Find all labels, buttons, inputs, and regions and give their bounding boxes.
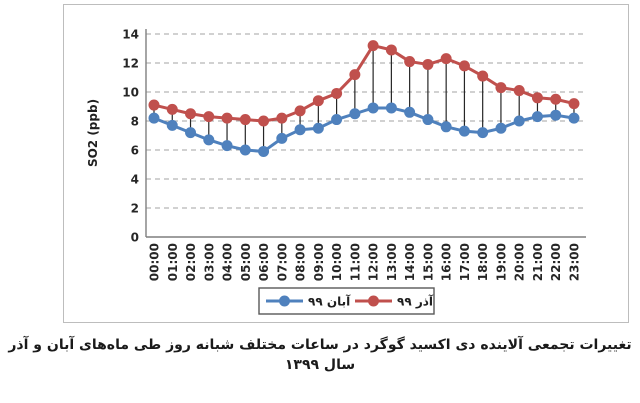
x-tick-label: 06:00 (257, 243, 271, 281)
data-point-marker (258, 115, 270, 127)
data-point-marker (568, 98, 580, 110)
data-point-marker (239, 114, 251, 126)
legend: آبان ۹۹ آذر ۹۹ (258, 287, 435, 315)
data-point-marker (568, 112, 580, 124)
data-point-marker (258, 145, 270, 157)
data-point-marker (166, 103, 178, 115)
series-line (153, 106, 575, 153)
data-point-marker (440, 121, 452, 133)
x-tick-label: 12:00 (367, 243, 381, 281)
y-tick-label: 2 (131, 202, 139, 216)
data-point-marker (148, 99, 160, 111)
figure-caption: تغییرات تجمعی آلاینده دی اکسید گوگرد در … (8, 337, 632, 373)
y-tick-label: 10 (122, 86, 139, 100)
data-point-marker (385, 44, 397, 56)
x-tick-label: 07:00 (275, 243, 289, 281)
data-point-marker (495, 82, 507, 94)
data-point-marker (513, 115, 525, 127)
data-point-marker (331, 87, 343, 99)
data-point-marker (294, 105, 306, 117)
series-line-azar (148, 40, 580, 127)
plot-area: 0 2 4 6 8 10 12 14 00:00 01:00 02:00 03:00 04:00 05:… (86, 28, 586, 315)
y-axis-tick-labels: 0 2 4 6 8 10 12 14 (122, 28, 139, 245)
x-tick-label: 14:00 (403, 243, 417, 281)
data-point-marker (185, 127, 197, 139)
y-axis-title: SO2 (ppb) (86, 99, 100, 167)
data-point-marker (221, 112, 233, 124)
series-line-aban (148, 102, 580, 157)
y-tick-label: 4 (131, 173, 139, 187)
x-tick-label: 10:00 (330, 243, 344, 281)
x-tick-label: 11:00 (348, 243, 362, 281)
data-point-marker (185, 108, 197, 120)
y-tick-label: 8 (131, 115, 139, 129)
y-tick-label: 12 (122, 57, 139, 71)
data-point-marker (513, 85, 525, 97)
data-point-marker (367, 40, 379, 52)
x-tick-label: 17:00 (458, 243, 472, 281)
data-point-marker (148, 112, 160, 124)
data-point-marker (550, 109, 562, 121)
legend-label-aban: آبان ۹۹ (308, 294, 351, 309)
data-point-marker (239, 144, 251, 156)
data-point-marker (166, 119, 178, 131)
data-point-marker (422, 114, 434, 126)
data-point-marker (404, 56, 416, 68)
x-tick-label: 13:00 (385, 243, 399, 281)
x-tick-label: 23:00 (567, 243, 581, 281)
x-tick-label: 04:00 (221, 243, 235, 281)
x-tick-label: 05:00 (239, 243, 253, 281)
data-point-marker (404, 106, 416, 118)
data-point-marker (440, 53, 452, 65)
x-tick-label: 03:00 (202, 243, 216, 281)
x-tick-label: 19:00 (494, 243, 508, 281)
data-point-marker (367, 102, 379, 114)
x-tick-label: 22:00 (549, 243, 563, 281)
data-point-marker (458, 60, 470, 72)
x-tick-label: 15:00 (421, 243, 435, 281)
x-tick-label: 00:00 (148, 243, 162, 281)
data-point-marker (531, 92, 543, 104)
x-tick-label: 20:00 (513, 243, 527, 281)
data-point-marker (331, 114, 343, 126)
data-point-marker (312, 95, 324, 107)
x-tick-label: 21:00 (531, 243, 545, 281)
gridlines (146, 33, 586, 209)
data-point-marker (276, 112, 288, 124)
data-point-marker (385, 102, 397, 114)
data-point-marker (294, 124, 306, 136)
x-tick-label: 01:00 (166, 243, 180, 281)
data-point-marker (477, 70, 489, 82)
y-tick-label: 6 (131, 144, 139, 158)
x-tick-label: 16:00 (440, 243, 454, 281)
data-point-marker (422, 58, 434, 70)
data-point-marker (203, 111, 215, 123)
data-point-marker (203, 134, 215, 146)
data-point-marker (477, 127, 489, 139)
legend-label-azar: آذر ۹۹ (397, 294, 434, 309)
legend-marker-aban-icon (279, 295, 290, 307)
data-point-marker (458, 125, 470, 137)
y-tick-label: 14 (122, 28, 139, 42)
chart-frame: 0 2 4 6 8 10 12 14 00:00 01:00 02:00 03:00 04:00 05:… (63, 4, 629, 323)
data-point-marker (531, 111, 543, 123)
legend-marker-azar-icon (368, 295, 379, 307)
data-point-marker (349, 69, 361, 81)
data-point-marker (221, 140, 233, 152)
y-tick-label: 0 (131, 231, 139, 245)
x-tick-label: 08:00 (294, 243, 308, 281)
data-point-marker (349, 108, 361, 120)
data-point-marker (276, 132, 288, 144)
x-axis-tick-labels: 00:00 01:00 02:00 03:00 04:00 05:00 06:00 07:00… (148, 243, 582, 281)
x-tick-label: 02:00 (184, 243, 198, 281)
x-tick-label: 18:00 (476, 243, 490, 281)
x-tick-label: 09:00 (312, 243, 326, 281)
data-point-marker (312, 122, 324, 134)
data-point-marker (550, 93, 562, 105)
data-point-marker (495, 122, 507, 134)
